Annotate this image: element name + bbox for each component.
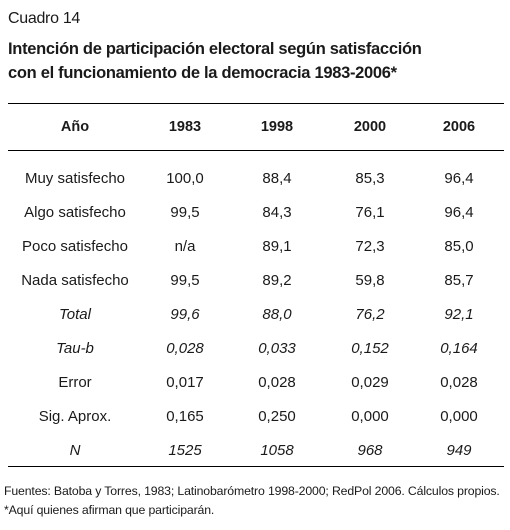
table-cell: 949 bbox=[446, 441, 472, 459]
table-cell: 99,5 bbox=[170, 271, 200, 289]
table-cell: 0,028 bbox=[440, 373, 478, 391]
row-label: Error bbox=[58, 373, 92, 391]
table-cell: 84,3 bbox=[262, 203, 292, 221]
row-label: N bbox=[69, 441, 81, 459]
table-row: Algo satisfecho 99,5 84,3 76,1 96,4 bbox=[8, 195, 504, 229]
table-cell: 1525 bbox=[168, 441, 202, 459]
table-cell: 99,6 bbox=[170, 305, 200, 323]
asterisk-note: *Aquí quienes afirman que participarán. bbox=[4, 503, 215, 517]
footnotes: Fuentes: Batoba y Torres, 1983; Latinoba… bbox=[4, 482, 508, 520]
table-cell: 76,2 bbox=[355, 305, 385, 323]
table-cell: 89,1 bbox=[262, 237, 292, 255]
header-cell-2006: 2006 bbox=[442, 119, 476, 135]
table-cell: n/a bbox=[174, 237, 196, 255]
data-table: Año 1983 1998 2000 2006 Muy satisfecho 10… bbox=[8, 104, 504, 467]
row-label: Nada satisfecho bbox=[21, 271, 129, 289]
table-cell: 0,017 bbox=[166, 373, 204, 391]
bottom-rule bbox=[8, 466, 504, 467]
table-cell: 92,1 bbox=[444, 305, 474, 323]
table-cell: 76,1 bbox=[355, 203, 385, 221]
table-title: Intención de participación electoral seg… bbox=[8, 37, 503, 85]
table-cell: 0,152 bbox=[351, 339, 389, 357]
table-cell: 0,250 bbox=[258, 407, 296, 425]
sources-note: Fuentes: Batoba y Torres, 1983; Latinoba… bbox=[4, 484, 500, 498]
row-label: Sig. Aprox. bbox=[38, 407, 112, 425]
table-label: Cuadro 14 bbox=[8, 10, 81, 27]
table-cell: 88,0 bbox=[262, 305, 292, 323]
table-row: Sig. Aprox. 0,165 0,250 0,000 0,000 bbox=[8, 399, 504, 433]
table-row: Nada satisfecho 99,5 89,2 59,8 85,7 bbox=[8, 263, 504, 297]
header-cell-2000: 2000 bbox=[353, 119, 387, 135]
row-label: Muy satisfecho bbox=[24, 169, 126, 187]
table-cell: 72,3 bbox=[355, 237, 385, 255]
table-row: Tau-b 0,028 0,033 0,152 0,164 bbox=[8, 331, 504, 365]
table-cell: 99,5 bbox=[170, 203, 200, 221]
table-title-line-2: con el funcionamiento de la democracia 1… bbox=[8, 64, 397, 82]
table-cell: 0,033 bbox=[258, 339, 296, 357]
table-row: Error 0,017 0,028 0,029 0,028 bbox=[8, 365, 504, 399]
header-rule bbox=[8, 150, 504, 151]
table-cell: 85,3 bbox=[355, 169, 385, 187]
table-cell: 89,2 bbox=[262, 271, 292, 289]
table-cell: 85,7 bbox=[444, 271, 474, 289]
table-cell: 100,0 bbox=[166, 169, 204, 187]
row-label: Tau-b bbox=[56, 339, 94, 357]
table-row: Total 99,6 88,0 76,2 92,1 bbox=[8, 297, 504, 331]
row-label: Algo satisfecho bbox=[24, 203, 126, 221]
header-cell-1998: 1998 bbox=[260, 119, 294, 135]
table-row: Muy satisfecho 100,0 88,4 85,3 96,4 bbox=[8, 150, 504, 195]
row-label: Poco satisfecho bbox=[22, 237, 128, 255]
row-label: Total bbox=[59, 305, 91, 323]
table-cell: 0,029 bbox=[351, 373, 389, 391]
header-cell-1983: 1983 bbox=[168, 119, 202, 135]
table-cell: 96,4 bbox=[444, 169, 474, 187]
table-cell: 0,000 bbox=[440, 407, 478, 425]
table-title-line-1: Intención de participación electoral seg… bbox=[8, 40, 422, 58]
table-row: N 1525 1058 968 949 bbox=[8, 433, 504, 467]
top-rule bbox=[8, 103, 504, 104]
table-body: Muy satisfecho 100,0 88,4 85,3 96,4 Algo sati… bbox=[8, 150, 504, 467]
table-cell: 0,000 bbox=[351, 407, 389, 425]
header-row: Año 1983 1998 2000 2006 bbox=[8, 104, 504, 150]
header-cell-year: Año bbox=[60, 119, 90, 135]
table-cell: 88,4 bbox=[262, 169, 292, 187]
table-cell: 968 bbox=[357, 441, 383, 459]
table-cell: 96,4 bbox=[444, 203, 474, 221]
table-cell: 0,028 bbox=[258, 373, 296, 391]
table-cell: 85,0 bbox=[444, 237, 474, 255]
table-cell: 59,8 bbox=[355, 271, 385, 289]
table-cell: 0,165 bbox=[166, 407, 204, 425]
table-cell: 0,164 bbox=[440, 339, 478, 357]
table-cell: 1058 bbox=[260, 441, 294, 459]
table-cell: 0,028 bbox=[166, 339, 204, 357]
table-row: Poco satisfecho n/a 89,1 72,3 85,0 bbox=[8, 229, 504, 263]
